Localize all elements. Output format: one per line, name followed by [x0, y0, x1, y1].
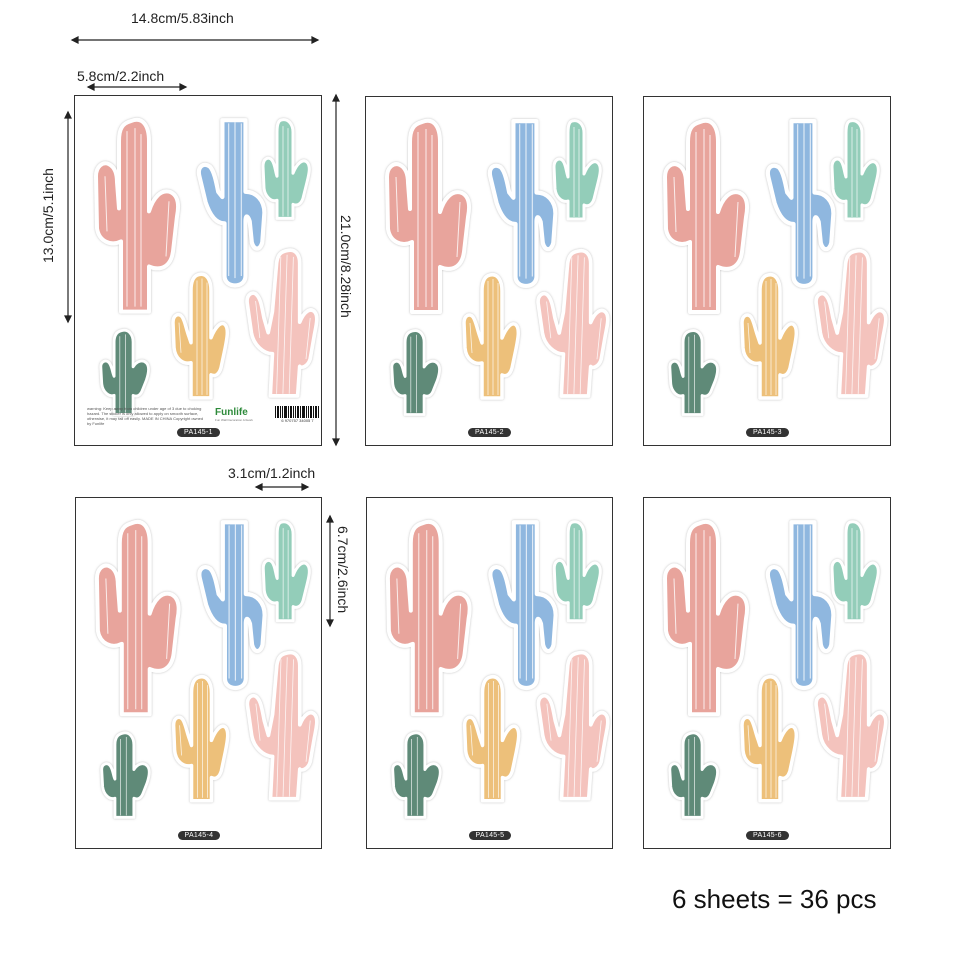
- sticker-sheet: PA145-4: [75, 497, 322, 849]
- barcode-icon: 6 970757 34005 7: [275, 406, 320, 423]
- sheet-code-badge: PA145-1: [177, 428, 220, 437]
- sheet-height-label: 21.0cm/8.28inch: [338, 215, 354, 318]
- cactus-sticker-group: [385, 519, 610, 819]
- sheet-code-badge: PA145-4: [177, 831, 221, 840]
- sheet-width-label: 14.8cm/5.83inch: [131, 10, 234, 26]
- sticker-sheet: PA145-5: [366, 497, 613, 849]
- sheet-code-badge: PA145-5: [468, 831, 512, 840]
- brand-tagline: Fun Wall Decoration Artwork: [215, 418, 253, 422]
- sticker-sheet: PA145-1 warning: Keep away from children …: [74, 95, 322, 446]
- cactus-sticker-group: [94, 519, 319, 819]
- sheet-code-badge: PA145-3: [746, 428, 789, 437]
- cactus-sticker-group: [663, 519, 888, 819]
- small-cactus-width-label: 3.1cm/1.2inch: [228, 465, 316, 481]
- cactus-sticker-group: [94, 117, 319, 416]
- brand-name: Funlife: [215, 407, 248, 418]
- sheet-count-summary: 6 sheets = 36 pcs: [672, 884, 877, 914]
- sheet-code-badge: PA145-6: [746, 831, 789, 840]
- big-cactus-width-label: 5.8cm/2.2inch: [77, 68, 165, 84]
- cactus-sticker-group: [385, 118, 610, 416]
- big-cactus-height-label: 13.0cm/5.1inch: [40, 168, 56, 263]
- brand-logo: Funlife Fun Wall Decoration Artwork: [215, 407, 253, 422]
- sticker-sheet: PA145-6: [643, 497, 891, 849]
- sticker-sheet: PA145-3: [643, 96, 891, 446]
- cactus-sticker-group: [663, 118, 888, 416]
- small-cactus-height-label: 6.7cm/2.6inch: [335, 526, 351, 614]
- sheet-code-badge: PA145-2: [468, 428, 511, 437]
- barcode-number: 6 970757 34005 7: [281, 418, 314, 423]
- warning-text: warning: Keep away from children under a…: [87, 406, 204, 426]
- sticker-sheet: PA145-2: [365, 96, 613, 446]
